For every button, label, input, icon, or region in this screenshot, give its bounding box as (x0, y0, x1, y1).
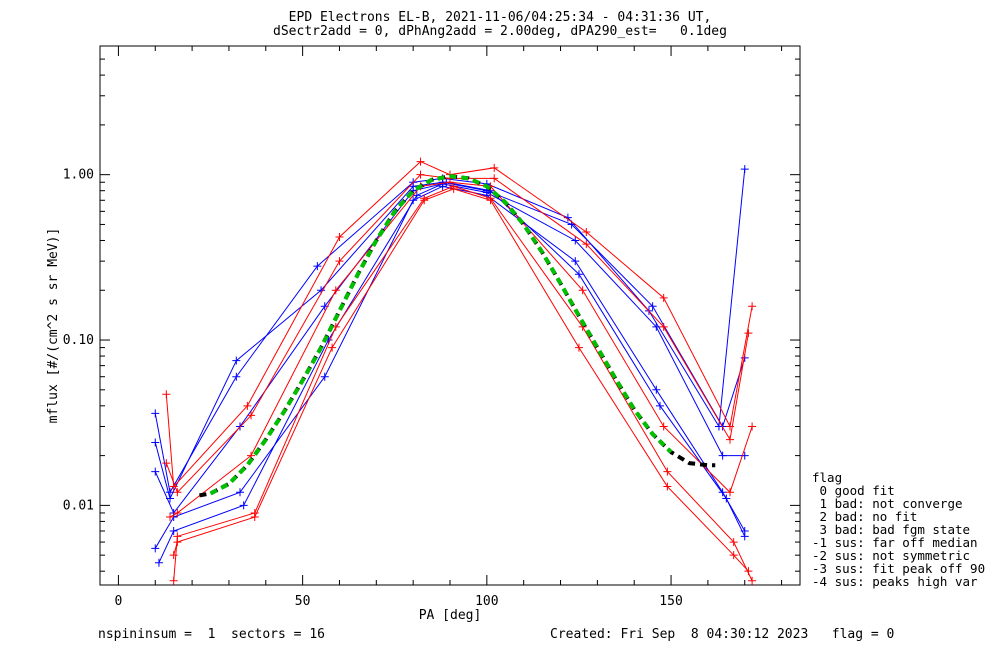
legend-item-3: 3 bad: bad fgm state (812, 522, 971, 537)
series-point-4 (656, 401, 664, 410)
series-point-1 (151, 438, 160, 447)
x-axis-label: PA [deg] (419, 608, 482, 623)
series-point-5 (162, 390, 171, 399)
legend-item-6: -3 sus: fit peak off 90 (812, 561, 986, 576)
series-point-5 (335, 232, 344, 241)
series-point-5 (748, 302, 757, 311)
series-point-9 (328, 343, 337, 352)
series-point-7 (748, 422, 757, 431)
series-point-3 (236, 488, 244, 497)
series-point-5 (416, 157, 425, 166)
series-point-4 (574, 270, 583, 279)
series-point-2 (718, 451, 727, 460)
fit-curve-black (199, 174, 716, 498)
series-point-6 (247, 411, 256, 420)
series-point-1 (232, 356, 241, 365)
series-point-9 (744, 567, 753, 576)
series-point-9 (449, 184, 458, 193)
series-point-9 (169, 551, 178, 560)
series-point-2 (151, 467, 160, 476)
series-point-7 (659, 422, 668, 431)
series-point-9 (663, 482, 672, 491)
legend-item-5: -2 sus: not symmetric (812, 548, 971, 563)
y-axis-label: mflux [#/(cm^2 s sr MeV)] (46, 228, 61, 424)
series-point-4 (154, 558, 163, 567)
series-point-6 (335, 257, 344, 266)
series-point-7 (166, 513, 174, 522)
legend-item-1: 1 bad: not converge (812, 496, 963, 511)
series-point-3 (320, 372, 329, 381)
series-point-6 (726, 435, 734, 444)
series-point-0 (313, 262, 322, 271)
series-point-4 (412, 191, 421, 200)
series-line-9 (173, 188, 749, 572)
plot-frame (99, 45, 801, 586)
series-point-5 (490, 163, 499, 172)
footer-spin-info: nspininsum = 1 sectors = 16 (98, 627, 325, 642)
legend-item-4: -1 sus: far off median (812, 535, 978, 550)
series-point-6 (162, 459, 171, 468)
series-point-9 (173, 538, 182, 547)
series-line-1 (154, 181, 746, 500)
series-point-5 (243, 401, 252, 410)
series-point-6 (490, 174, 499, 183)
series-line-8 (173, 185, 753, 581)
series-point-6 (173, 488, 182, 497)
series-point-9 (250, 513, 259, 522)
series-point-5 (659, 293, 668, 302)
series-point-9 (574, 343, 583, 352)
series-point-2 (571, 236, 580, 245)
series-point-9 (486, 196, 495, 205)
series-point-9 (729, 551, 738, 560)
series-point-8 (729, 538, 738, 547)
series-point-6 (744, 329, 753, 338)
series-line-2 (154, 183, 745, 514)
series-point-9 (420, 196, 429, 205)
series-point-4 (239, 501, 248, 510)
chart-subtitle: dSectr2add = 0, dPhAng2add = 2.00deg, dP… (273, 24, 727, 39)
series-line-5 (165, 160, 753, 488)
series-point-0 (151, 409, 160, 418)
y-tick-label: 1.00 (63, 168, 94, 183)
x-tick-label: 100 (475, 594, 498, 609)
legend-item-2: 2 bad: no fit (812, 509, 918, 524)
series-point-0 (232, 372, 241, 381)
x-tick-label: 150 (659, 594, 682, 609)
series-point-8 (663, 467, 672, 476)
series-point-7 (578, 286, 587, 295)
footer-created-info: Created: Fri Sep 8 04:30:12 2023 flag = … (550, 627, 895, 642)
fit-curve-green (209, 174, 673, 496)
series-point-6 (659, 322, 668, 331)
flag-legend: flag 0 good fit 1 bad: not converge 2 ba… (812, 471, 985, 588)
series-point-3 (652, 385, 661, 394)
series-point-4 (722, 494, 731, 503)
legend-item-0: 0 good fit (812, 483, 895, 498)
y-tick-label: 0.01 (63, 498, 94, 513)
series-point-0 (740, 165, 749, 174)
series-point-8 (169, 576, 178, 585)
series-point-3 (718, 488, 727, 497)
series-point-3 (571, 257, 580, 266)
series-point-6 (582, 240, 591, 249)
y-tick-label: 0.10 (63, 333, 94, 348)
series-point-6 (416, 170, 425, 179)
legend-item-7: -4 sus: peaks high var (812, 574, 978, 589)
chart-title: EPD Electrons EL-B, 2021-11-06/04:25:34 … (288, 10, 712, 25)
x-tick-label: 50 (295, 594, 311, 609)
series-point-1 (648, 302, 657, 311)
series-point-8 (748, 576, 757, 585)
series-point-2 (652, 322, 661, 331)
series-point-3 (409, 196, 418, 205)
series-point-7 (331, 286, 340, 295)
series-point-7 (446, 178, 454, 187)
legend-title: flag (812, 470, 843, 485)
series-point-3 (151, 544, 160, 553)
series-point-5 (582, 228, 591, 237)
series-point-4 (169, 526, 178, 535)
series-point-7 (726, 488, 734, 497)
series-point-4 (740, 532, 749, 541)
series-point-7 (173, 508, 182, 517)
x-tick-label: 0 (115, 594, 123, 609)
